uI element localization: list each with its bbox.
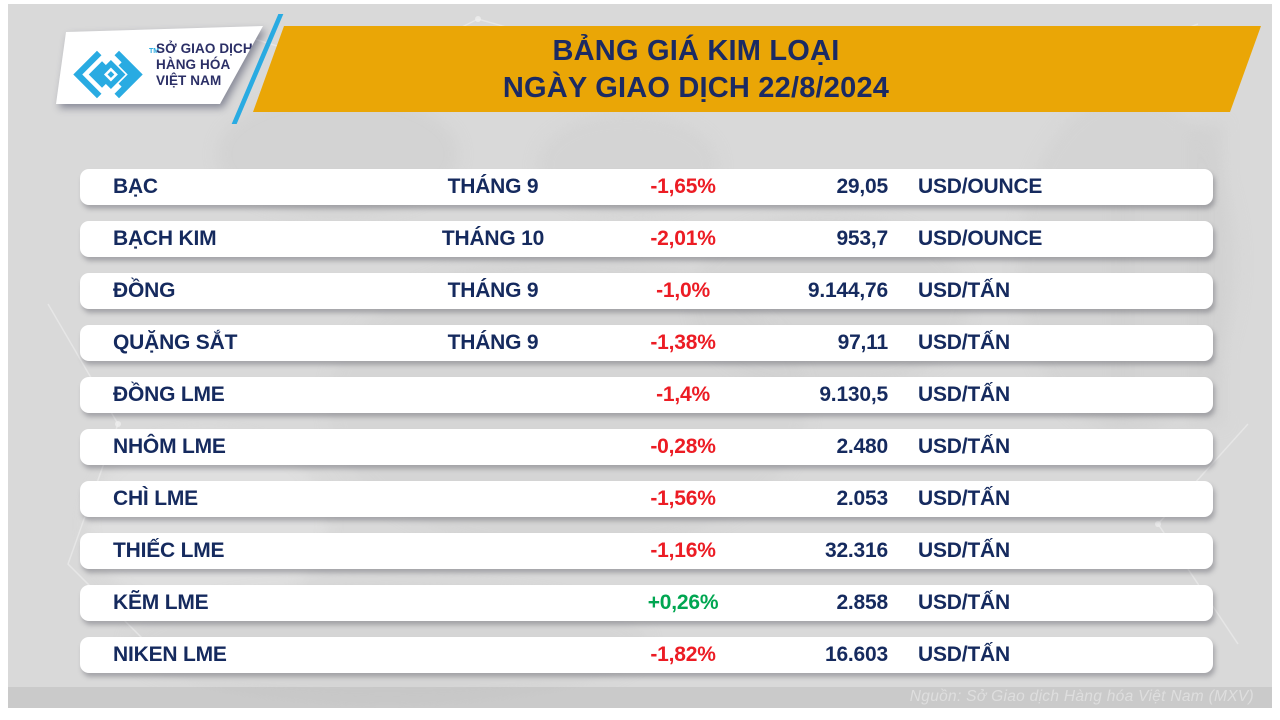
logo-plate: TM SỞ GIAO DỊCH HÀNG HÓA VIỆT NAM [56, 26, 263, 104]
price-table: BẠC THÁNG 9 -1,65% 29,05 USD/OUNCE BẠCH … [80, 169, 1213, 689]
price-unit: USD/TẤN [918, 435, 1010, 458]
price-value: 16.603 [824, 643, 888, 666]
contract-month: THÁNG 9 [447, 331, 539, 354]
exchange-name-line-1: SỞ GIAO DỊCH [156, 41, 253, 56]
commodity-name: BẠCH KIM [113, 227, 217, 250]
price-row: QUẶNG SẮT THÁNG 9 -1,38% 97,11 USD/TẤN [80, 325, 1213, 361]
mxv-chevron-logo-icon [73, 50, 143, 99]
price-unit: USD/TẤN [918, 331, 1010, 354]
price-value: 97,11 [837, 331, 889, 354]
percent-change: -1,16% [650, 539, 716, 562]
commodity-name: THIẾC LME [113, 539, 225, 562]
price-row: NHÔM LME -0,28% 2.480 USD/TẤN [80, 429, 1213, 465]
footer-band [8, 687, 1272, 708]
price-unit: USD/TẤN [918, 591, 1010, 614]
trademark-mark: TM [149, 48, 160, 55]
price-unit: USD/OUNCE [918, 175, 1043, 198]
price-value: 953,7 [836, 227, 888, 250]
contract-month: THÁNG 9 [447, 279, 539, 302]
price-value: 2.858 [836, 591, 888, 614]
page-title: BẢNG GIÁ KIM LOẠI NGÀY GIAO DỊCH 22/8/20… [253, 33, 1144, 107]
percent-change: -1,38% [650, 331, 716, 354]
contract-month: THÁNG 10 [441, 227, 545, 250]
price-row: BẠCH KIM THÁNG 10 -2,01% 953,7 USD/OUNCE [80, 221, 1213, 257]
price-row: CHÌ LME -1,56% 2.053 USD/TẤN [80, 481, 1213, 517]
percent-change: -1,56% [650, 487, 716, 510]
percent-change: -2,01% [650, 227, 716, 250]
commodity-name: NHÔM LME [113, 435, 226, 458]
percent-change: -0,28% [650, 435, 716, 458]
title-banner: BẢNG GIÁ KIM LOẠI NGÀY GIAO DỊCH 22/8/20… [253, 26, 1261, 112]
source-note: Nguồn: Sở Giao dịch Hàng hóa Việt Nam (M… [909, 688, 1254, 705]
price-row: BẠC THÁNG 9 -1,65% 29,05 USD/OUNCE [80, 169, 1213, 205]
commodity-name: NIKEN LME [113, 643, 227, 666]
exchange-logo: TM SỞ GIAO DỊCH HÀNG HÓA VIỆT NAM [52, 24, 267, 109]
price-unit: USD/TẤN [918, 279, 1010, 302]
price-unit: USD/TẤN [918, 487, 1010, 510]
price-value: 2.053 [836, 487, 888, 510]
price-value: 2.480 [836, 435, 888, 458]
exchange-name: SỞ GIAO DỊCH HÀNG HÓA VIỆT NAM [156, 41, 253, 89]
percent-change: -1,65% [650, 175, 716, 198]
percent-change: -1,0% [656, 279, 710, 302]
exchange-name-line-2: HÀNG HÓA [156, 57, 231, 72]
price-board-canvas: BẢNG GIÁ KIM LOẠI NGÀY GIAO DỊCH 22/8/20… [8, 4, 1272, 708]
price-row: THIẾC LME -1,16% 32.316 USD/TẤN [80, 533, 1213, 569]
price-unit: USD/TẤN [918, 643, 1010, 666]
percent-change: +0,26% [647, 591, 719, 614]
title-line-1: BẢNG GIÁ KIM LOẠI [552, 35, 840, 67]
price-value: 29,05 [836, 175, 888, 198]
percent-change: -1,4% [656, 383, 710, 406]
price-value: 9.144,76 [807, 279, 888, 302]
commodity-name: ĐỒNG [113, 279, 176, 302]
commodity-name: ĐỒNG LME [113, 383, 225, 406]
price-unit: USD/TẤN [918, 383, 1010, 406]
price-unit: USD/OUNCE [918, 227, 1043, 250]
price-row: ĐỒNG LME -1,4% 9.130,5 USD/TẤN [80, 377, 1213, 413]
price-row: KẼM LME +0,26% 2.858 USD/TẤN [80, 585, 1213, 621]
exchange-name-line-3: VIỆT NAM [156, 73, 222, 88]
price-value: 9.130,5 [819, 383, 888, 406]
commodity-name: CHÌ LME [113, 487, 198, 510]
price-row: ĐỒNG THÁNG 9 -1,0% 9.144,76 USD/TẤN [80, 273, 1213, 309]
commodity-name: KẼM LME [113, 591, 209, 614]
price-unit: USD/TẤN [918, 539, 1010, 562]
commodity-name: QUẶNG SẮT [113, 331, 238, 354]
contract-month: THÁNG 9 [447, 175, 539, 198]
commodity-name: BẠC [113, 175, 158, 198]
price-row: NIKEN LME -1,82% 16.603 USD/TẤN [80, 637, 1213, 673]
percent-change: -1,82% [650, 643, 716, 666]
title-line-2: NGÀY GIAO DỊCH 22/8/2024 [502, 72, 890, 104]
price-value: 32.316 [824, 539, 888, 562]
